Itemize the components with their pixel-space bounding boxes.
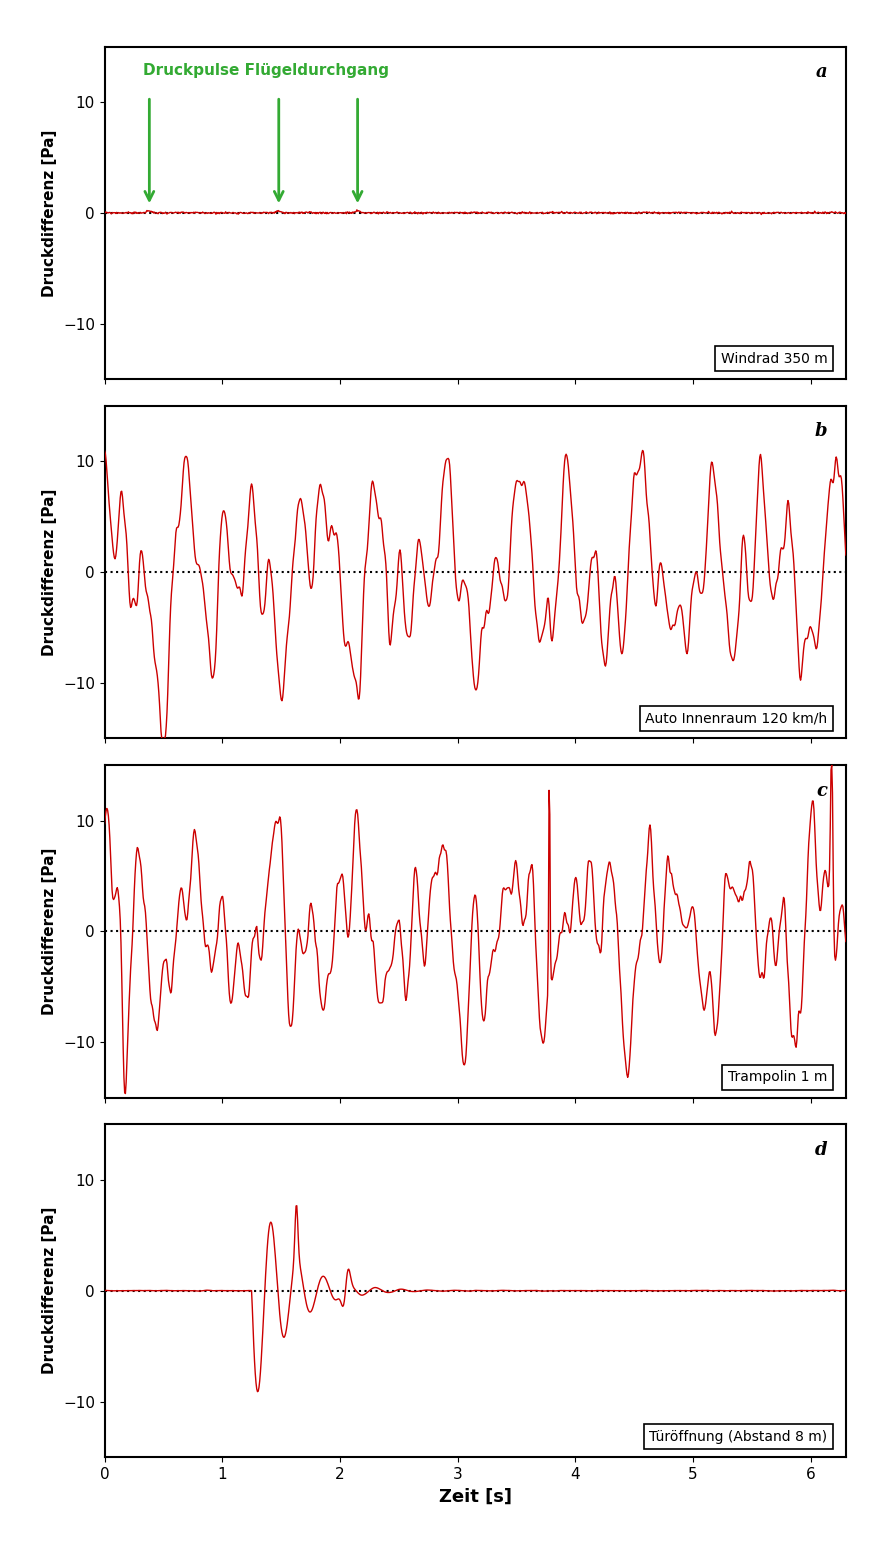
Text: Trampolin 1 m: Trampolin 1 m bbox=[728, 1071, 828, 1085]
Y-axis label: Druckdifferenz [Pa]: Druckdifferenz [Pa] bbox=[43, 848, 58, 1015]
Text: b: b bbox=[814, 423, 828, 440]
Y-axis label: Druckdifferenz [Pa]: Druckdifferenz [Pa] bbox=[43, 1207, 58, 1375]
X-axis label: Zeit [s]: Zeit [s] bbox=[439, 1488, 512, 1505]
Text: Türöffnung (Abstand 8 m): Türöffnung (Abstand 8 m) bbox=[649, 1429, 828, 1443]
Text: Windrad 350 m: Windrad 350 m bbox=[720, 352, 828, 366]
Text: a: a bbox=[815, 64, 828, 81]
Text: d: d bbox=[814, 1141, 828, 1159]
Text: Druckpulse Flügeldurchgang: Druckpulse Flügeldurchgang bbox=[144, 64, 390, 78]
Text: c: c bbox=[816, 781, 828, 800]
Y-axis label: Druckdifferenz [Pa]: Druckdifferenz [Pa] bbox=[43, 488, 58, 656]
Y-axis label: Druckdifferenz [Pa]: Druckdifferenz [Pa] bbox=[43, 129, 58, 296]
Text: Auto Innenraum 120 km/h: Auto Innenraum 120 km/h bbox=[645, 711, 828, 725]
